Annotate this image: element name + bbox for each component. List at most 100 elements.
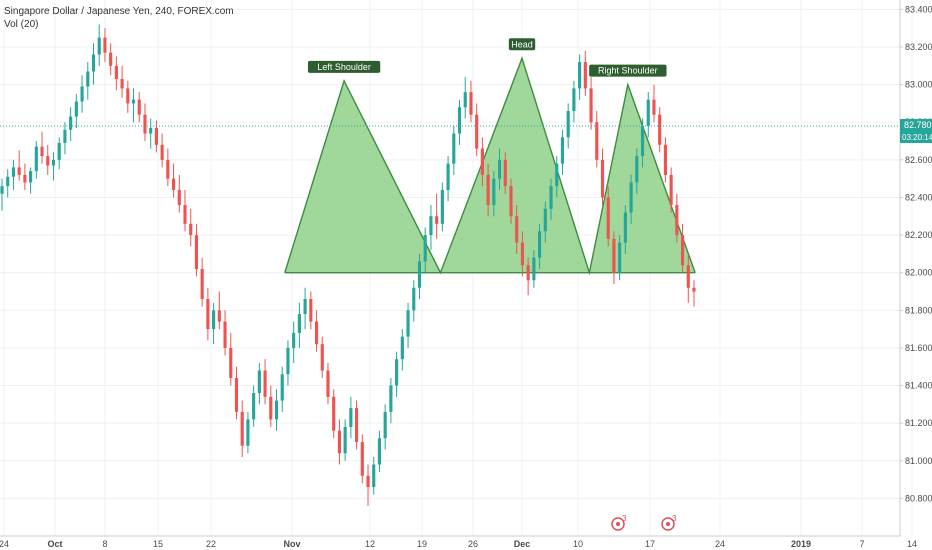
candle-body [223, 321, 227, 348]
candle-body [131, 99, 136, 104]
candle-body [166, 159, 170, 179]
x-tick-label: 14 [907, 539, 917, 549]
candle-body [572, 88, 576, 111]
x-tick-label: 15 [153, 539, 163, 549]
candle-body [652, 99, 656, 115]
candle-body [377, 438, 382, 465]
event-badge-dot [666, 522, 670, 526]
candle-body [177, 189, 181, 205]
candlestick-series [0, 24, 696, 506]
candle-body [623, 212, 627, 243]
candle-body [234, 378, 239, 412]
candle-body [183, 204, 187, 224]
candle-body [618, 242, 622, 273]
candle-body [189, 223, 193, 236]
head-and-shoulders-pattern [284, 56, 696, 276]
candle-body [595, 122, 599, 160]
candle-body [663, 144, 667, 175]
candle-body [440, 189, 444, 224]
candle-body [40, 146, 44, 157]
candle-body [103, 37, 107, 53]
pattern-label-box [589, 64, 667, 77]
pattern-label: Right Shoulder [598, 66, 658, 76]
candle-body [149, 127, 153, 134]
y-axis[interactable]: 80.800 81.000 81.200 81.400 81.600 81.800 82.0… [899, 0, 932, 536]
x-tick-label: 19 [417, 539, 427, 549]
candle-body [314, 321, 319, 345]
event-badge[interactable]: 3 [611, 514, 627, 531]
candle-body [463, 92, 467, 108]
candle-body [326, 370, 330, 397]
y-tick-label: 81.000 [905, 456, 932, 466]
candle-body [680, 235, 685, 266]
event-badge[interactable]: 3 [661, 514, 677, 531]
candle-body [395, 359, 399, 386]
pattern-label-box [307, 60, 381, 73]
y-tick-label: 81.400 [905, 381, 932, 391]
candle-body [423, 235, 427, 262]
event-badge-count: 3 [622, 514, 627, 523]
candle-body [91, 54, 96, 72]
candle-body [217, 310, 221, 322]
candle-body [154, 127, 158, 145]
candle-body [429, 216, 433, 236]
candle-body [469, 92, 473, 115]
candle-body [109, 52, 113, 66]
candle-body [492, 178, 496, 205]
candle-body [640, 126, 645, 157]
candle-body [612, 238, 616, 273]
candle-body [349, 408, 353, 427]
candle-body [509, 186, 513, 217]
candle-body [0, 186, 4, 194]
candle-body [606, 197, 610, 239]
chart-legend: Singapore Dollar / Japanese Yen, 240, FO… [4, 6, 234, 30]
last-price-tag [900, 119, 932, 132]
event-badge-dot [616, 522, 620, 526]
candle-body [360, 441, 364, 476]
candle-body [600, 159, 605, 198]
candle-body [435, 216, 439, 224]
event-badge-ring [661, 517, 675, 531]
candle-body [263, 370, 267, 397]
candle-body [63, 129, 67, 143]
candle-body [366, 475, 370, 488]
event-badge-count: 3 [672, 514, 677, 523]
candle-body [406, 310, 410, 337]
candle-body [412, 287, 416, 311]
candle-body [97, 37, 101, 55]
y-tick-label: 83.200 [905, 42, 932, 52]
y-tick-label: 83.400 [905, 4, 932, 14]
candle-body [669, 174, 673, 205]
candle-body [46, 156, 50, 166]
countdown-tag [900, 131, 932, 144]
y-tick-label: 82.600 [905, 155, 932, 165]
candle-body [252, 393, 256, 420]
x-tick-label: Oct [47, 539, 62, 549]
candle-body [29, 171, 33, 183]
pattern-label: Left Shoulder [317, 62, 371, 72]
candle-body [320, 344, 324, 371]
candle-body [566, 110, 570, 138]
pattern-triangle [589, 84, 696, 273]
candle-body [51, 159, 56, 166]
candle-body [658, 114, 662, 145]
candle-body [692, 287, 696, 292]
x-tick-label: 12 [365, 539, 375, 549]
candle-body [589, 88, 593, 123]
candle-body [286, 347, 290, 375]
candle-body [114, 65, 118, 79]
candle-body [23, 174, 27, 183]
x-axis[interactable]: 24 Oct 8 15 22 Nov 12 19 26 Dec 10 17 24 2019 7 14 [0, 535, 917, 549]
candle-body [355, 408, 359, 442]
y-tick-label: 82.400 [905, 192, 932, 202]
x-tick-label: 26 [468, 539, 478, 549]
candle-body [520, 242, 525, 266]
countdown-value: 03:20:14 [902, 133, 932, 142]
candle-body [686, 265, 690, 288]
candle-body [543, 208, 547, 232]
candle-body [417, 261, 422, 288]
candle-body [269, 396, 273, 420]
